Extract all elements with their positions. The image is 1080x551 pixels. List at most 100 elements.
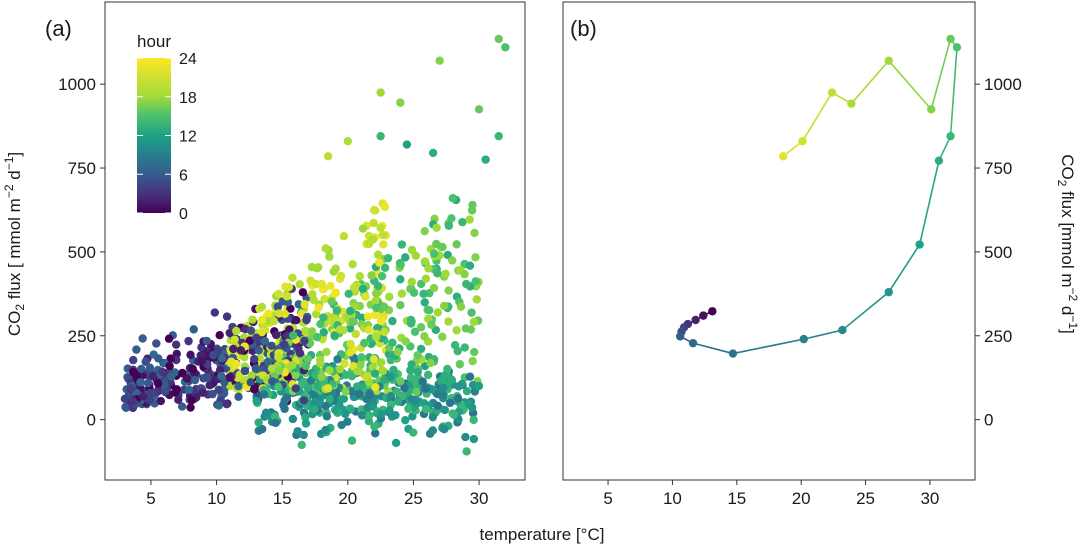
- scatter-point: [388, 316, 397, 326]
- scatter-point: [263, 357, 273, 366]
- scatter-point: [246, 326, 256, 335]
- panel-b-x-tick-label: 30: [920, 489, 939, 508]
- scatter-point: [376, 88, 385, 97]
- scatter-point: [404, 404, 413, 413]
- scatter-point: [331, 288, 340, 297]
- scatter-point: [426, 358, 435, 368]
- scatter-point: [288, 360, 297, 370]
- scatter-point: [460, 343, 470, 352]
- scatter-point: [347, 436, 357, 445]
- colorbar-tick-label: 6: [179, 167, 188, 184]
- scatter-point: [421, 274, 431, 283]
- scatter-point: [469, 415, 478, 425]
- scatter-point: [214, 385, 223, 395]
- scatter-point: [138, 334, 147, 343]
- scatter-point: [411, 251, 420, 260]
- scatter-point: [234, 382, 243, 391]
- panel-b: 5 10 15 20 25 30 0 250 500 750 1000 (b) CO2 flux …: [562, 1, 1080, 508]
- scatter-point: [232, 359, 241, 369]
- scatter-point: [445, 398, 455, 408]
- scatter-point: [358, 284, 368, 294]
- scatter-point: [325, 395, 334, 404]
- scatter-point: [380, 202, 390, 211]
- scatter-point: [312, 332, 322, 342]
- scatter-point: [150, 388, 159, 398]
- scatter-point: [269, 317, 279, 326]
- scatter-point: [303, 383, 313, 393]
- scatter-point: [217, 354, 227, 363]
- scatter-point: [152, 339, 161, 348]
- scatter-point: [356, 360, 365, 370]
- scatter-point: [149, 350, 158, 359]
- scatter-point: [370, 206, 380, 215]
- line-point: [699, 311, 708, 320]
- scatter-point: [205, 381, 214, 390]
- scatter-point: [160, 368, 169, 378]
- scatter-point: [274, 289, 283, 299]
- scatter-point: [388, 338, 397, 347]
- scatter-point: [376, 358, 385, 368]
- scatter-point: [332, 306, 342, 315]
- scatter-point: [330, 331, 339, 340]
- panel-a-x-tick-label: 15: [273, 489, 292, 508]
- panel-a-label: (a): [45, 16, 72, 41]
- scatter-point: [322, 347, 331, 357]
- scatter-point: [439, 384, 448, 393]
- scatter-point: [232, 326, 241, 336]
- scatter-point: [400, 383, 409, 393]
- scatter-point: [289, 331, 298, 340]
- scatter-point: [433, 308, 443, 317]
- scatter-point: [364, 325, 374, 334]
- scatter-point: [363, 312, 373, 321]
- scatter-point: [379, 240, 388, 249]
- scatter-point: [264, 309, 273, 318]
- scatter-point: [321, 425, 330, 435]
- scatter-point: [197, 356, 207, 365]
- scatter-point: [252, 396, 261, 406]
- scatter-point: [412, 387, 421, 397]
- scatter-point: [254, 418, 263, 427]
- scatter-point: [234, 392, 243, 401]
- scatter-point: [260, 336, 270, 346]
- panel-a: 5 10 15 20 25 30 0 250 500 750 1000 (a) hour 0 6 12…: [2, 1, 526, 508]
- scatter-point: [160, 387, 170, 396]
- scatter-point: [369, 354, 379, 364]
- scatter-point: [501, 43, 510, 52]
- scatter-point: [335, 365, 345, 374]
- scatter-point: [245, 336, 255, 345]
- scatter-point: [143, 378, 153, 388]
- scatter-point: [222, 312, 232, 321]
- scatter-point: [440, 425, 449, 434]
- colorbar-tick-label: 24: [179, 51, 197, 68]
- scatter-point: [327, 297, 336, 306]
- scatter-point: [136, 378, 145, 387]
- scatter-point: [160, 379, 169, 389]
- series-line-segment: [692, 342, 734, 355]
- scatter-point: [420, 257, 430, 266]
- scatter-point: [396, 98, 405, 107]
- panel-b-y-axis: 0 250 500 750 1000: [975, 75, 1022, 430]
- scatter-point: [288, 273, 297, 282]
- scatter-point: [380, 327, 389, 337]
- scatter-point: [250, 385, 259, 394]
- scatter-point: [413, 351, 422, 360]
- panel-b-x-tick-label: 15: [727, 489, 746, 508]
- scatter-point: [396, 377, 405, 386]
- scatter-point: [348, 260, 357, 269]
- panel-a-x-tick-label: 20: [338, 489, 357, 508]
- scatter-point: [322, 412, 332, 421]
- scatter-point: [323, 384, 333, 393]
- series-line-segment: [841, 291, 890, 331]
- colorbar-title: hour: [137, 32, 171, 51]
- scatter-point: [257, 328, 266, 337]
- scatter-point: [188, 364, 197, 374]
- scatter-point: [317, 279, 327, 289]
- scatter-point: [302, 315, 311, 325]
- scatter-point: [424, 264, 433, 273]
- line-point: [884, 287, 893, 297]
- scatter-point: [386, 391, 396, 401]
- scatter-point: [182, 374, 192, 383]
- scatter-point: [376, 223, 385, 232]
- scatter-point: [372, 310, 381, 320]
- scatter-point: [372, 303, 381, 313]
